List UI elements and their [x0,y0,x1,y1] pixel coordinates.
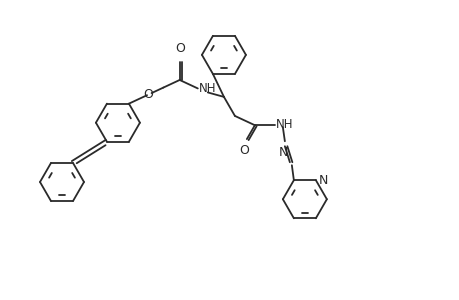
Text: O: O [175,42,185,55]
Text: N: N [318,174,328,187]
Text: NH: NH [198,82,216,95]
Text: NH: NH [275,118,293,131]
Text: N: N [279,146,288,159]
Text: O: O [238,144,248,157]
Text: O: O [143,88,153,101]
